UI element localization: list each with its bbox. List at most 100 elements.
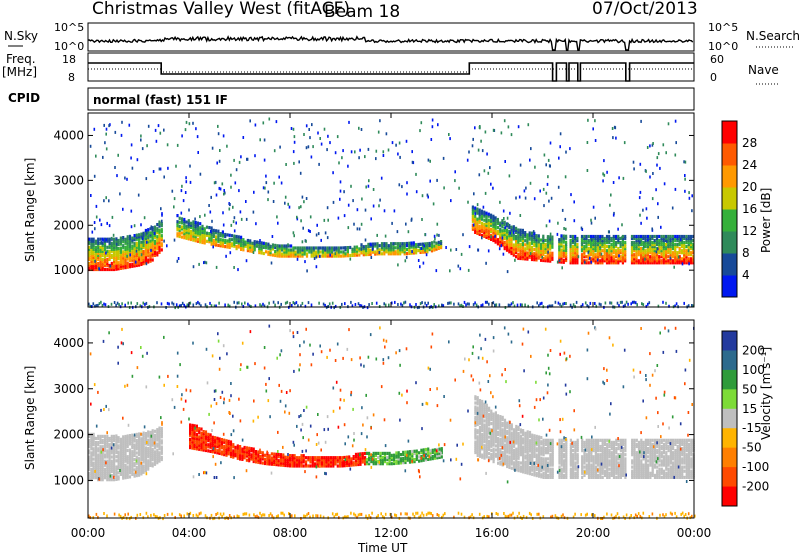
power-cell — [205, 261, 208, 265]
power-cell — [564, 217, 567, 221]
power-cell — [660, 239, 663, 243]
y-tick-label: 1000 — [53, 263, 84, 277]
power-cell — [490, 223, 493, 227]
power-cell — [474, 222, 477, 226]
power-cell — [505, 232, 509, 236]
power-cell — [143, 216, 146, 220]
velocity-cell — [408, 456, 412, 460]
power-cell — [590, 243, 593, 247]
power-cell — [142, 262, 145, 266]
velocity-cell — [485, 434, 488, 438]
power-cell — [221, 234, 224, 238]
power-cell — [501, 233, 504, 237]
power-cell — [633, 236, 636, 241]
velocity-cell — [490, 438, 493, 442]
power-cell — [676, 257, 679, 261]
velocity-cell — [361, 452, 364, 456]
power-cell — [669, 236, 672, 241]
velocity-cell — [476, 418, 479, 422]
power-cell — [542, 242, 545, 246]
power-cell — [90, 263, 93, 268]
power-cell — [92, 255, 95, 259]
velocity-cell — [295, 460, 298, 464]
power-cell — [108, 245, 111, 249]
power-cell — [166, 143, 169, 147]
velocity-cell — [110, 451, 113, 455]
velocity-cell — [124, 436, 127, 441]
power-cell — [139, 304, 142, 308]
velocity-cell — [499, 462, 502, 466]
power-cell — [480, 215, 484, 219]
power-cell — [318, 301, 320, 305]
power-cell — [571, 255, 574, 259]
power-cell — [210, 230, 212, 233]
velocity-cell — [492, 449, 495, 453]
velocity-cell — [149, 449, 152, 453]
velocity-cell — [399, 461, 402, 465]
power-cell — [268, 117, 271, 121]
velocity-cell — [99, 474, 102, 478]
power-cell — [450, 199, 452, 203]
velocity-cell — [519, 467, 522, 471]
power-cell — [368, 179, 370, 183]
power-cell — [603, 245, 606, 249]
power-cell — [426, 248, 429, 252]
power-cell — [264, 186, 266, 190]
power-cell — [140, 248, 143, 252]
velocity-cell — [494, 436, 497, 440]
power-cell — [204, 260, 206, 264]
power-cell — [580, 261, 584, 265]
velocity-cell — [524, 464, 527, 468]
power-cell — [467, 200, 469, 204]
velocity-cell — [485, 418, 488, 422]
power-cell — [160, 234, 163, 238]
power-cell — [192, 236, 195, 240]
power-cell — [375, 149, 378, 153]
power-cell — [646, 257, 649, 261]
power-cell — [657, 202, 659, 206]
power-cell — [496, 226, 499, 230]
power-cell — [589, 256, 591, 260]
velocity-cell — [524, 442, 527, 446]
velocity-cell — [488, 447, 491, 452]
velocity-cell — [515, 453, 518, 457]
velocity-cell — [476, 447, 479, 451]
power-cell — [113, 263, 116, 268]
power-cell — [428, 248, 431, 252]
power-cell — [110, 247, 113, 251]
power-cell — [542, 244, 545, 248]
power-cell — [135, 245, 138, 249]
power-cell — [421, 250, 424, 254]
power-cell — [378, 244, 381, 248]
velocity-cell — [261, 457, 264, 461]
power-cell — [408, 251, 411, 255]
velocity-cell — [229, 440, 233, 444]
velocity-cell — [386, 455, 389, 460]
power-cell — [508, 224, 511, 228]
power-cell — [290, 250, 293, 254]
power-cell — [485, 229, 488, 233]
power-cell — [326, 248, 329, 252]
power-cell — [617, 236, 620, 241]
power-cell — [551, 239, 554, 243]
velocity-cell — [140, 470, 143, 474]
power-cell — [333, 306, 335, 310]
velocity-cell — [497, 441, 500, 445]
power-cell — [187, 219, 190, 223]
power-cell — [687, 245, 690, 249]
power-cell — [228, 233, 231, 237]
power-cell — [485, 233, 488, 237]
velocity-cell — [97, 449, 100, 453]
power-cell — [178, 226, 181, 230]
power-cell — [596, 261, 599, 265]
power-cell — [140, 234, 143, 238]
power-cell — [358, 126, 360, 130]
power-cell — [503, 217, 505, 220]
velocity-cell — [106, 469, 109, 474]
power-cell — [396, 252, 399, 256]
power-cell — [624, 236, 627, 241]
velocity-cell — [490, 422, 493, 426]
velocity-cell — [474, 446, 477, 450]
velocity-cell — [515, 431, 518, 435]
power-cell — [678, 236, 681, 241]
